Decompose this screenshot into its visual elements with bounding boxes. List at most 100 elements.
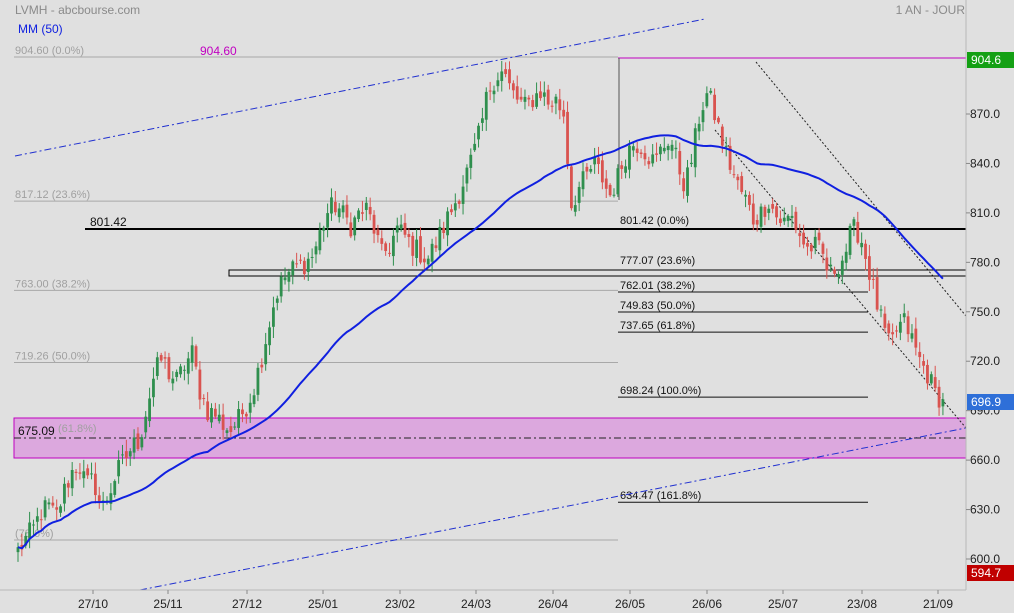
candle (380, 230, 384, 251)
candle (442, 221, 446, 239)
candle (32, 519, 35, 535)
candle (287, 268, 291, 292)
candle (554, 93, 558, 115)
candle (434, 236, 438, 252)
candle (844, 243, 848, 271)
candle (837, 271, 840, 284)
candle (597, 146, 600, 174)
x-tick-label: 25/01 (308, 597, 338, 611)
last-price-badge-text: 696.9 (971, 395, 1001, 409)
candle (117, 450, 121, 484)
candle (809, 242, 813, 259)
candle (887, 320, 891, 341)
candle (531, 94, 535, 111)
level-675-label: 675.09 (18, 424, 55, 438)
candle (16, 542, 20, 562)
y-tick-label: 810.0 (970, 206, 1000, 220)
x-tick-label: 27/10 (78, 597, 108, 611)
candle (264, 332, 268, 371)
candle (233, 421, 237, 430)
candle (148, 387, 151, 428)
candle (28, 511, 32, 549)
candle (864, 239, 867, 271)
candle (78, 463, 82, 480)
candle (566, 101, 569, 170)
candle (825, 248, 829, 279)
y-tick-label: 750.0 (970, 305, 1000, 319)
candle (469, 148, 473, 180)
candle (631, 142, 635, 157)
candle (299, 254, 302, 265)
candle (132, 429, 136, 460)
candle (314, 241, 318, 264)
candle (670, 139, 674, 160)
candle (248, 393, 252, 423)
candle (775, 202, 778, 225)
candle (217, 404, 221, 424)
candle (856, 211, 860, 245)
candle (767, 204, 771, 221)
candle (717, 116, 720, 125)
candle (589, 165, 593, 174)
candle (763, 204, 767, 226)
last-price-badge: 696.9 (967, 394, 1014, 410)
candle (736, 174, 740, 190)
candle (504, 62, 508, 78)
candle (124, 439, 128, 467)
candle (353, 215, 357, 241)
fib-right-label: 698.24 (100.0%) (620, 385, 701, 397)
candle (422, 247, 426, 272)
candle (446, 207, 449, 247)
fib-left-label: (61.8%) (58, 423, 97, 435)
candle (268, 321, 271, 355)
candle (922, 354, 925, 374)
candle (659, 143, 662, 162)
candle (415, 229, 419, 267)
candle (128, 448, 132, 466)
y-tick-label: 720.0 (970, 354, 1000, 368)
candle (361, 200, 364, 222)
candle (35, 507, 39, 531)
candle (852, 216, 856, 237)
candle (581, 162, 585, 197)
candle (527, 95, 531, 107)
candle (241, 403, 244, 423)
candle (674, 140, 678, 159)
candle (883, 306, 887, 333)
candle (426, 255, 430, 268)
candle (82, 459, 86, 488)
candle (74, 468, 78, 481)
candle (403, 213, 407, 238)
candle (573, 195, 577, 217)
candle (144, 411, 148, 439)
candle (198, 361, 202, 410)
high-badge: 904.6 (967, 52, 1014, 68)
candle (210, 403, 213, 428)
candle (926, 359, 929, 390)
candle (759, 203, 763, 233)
candle (229, 416, 233, 438)
candle (902, 303, 906, 323)
x-tick-label: 26/06 (692, 597, 722, 611)
fib-left-label: 719.26 (50.0%) (15, 350, 90, 362)
candle (848, 223, 852, 260)
x-tick-label: 25/07 (768, 597, 798, 611)
candle (860, 232, 864, 256)
candle (643, 145, 647, 166)
candle (419, 227, 422, 265)
candle (94, 462, 97, 504)
candle (51, 496, 55, 508)
candle (330, 188, 333, 221)
candle (477, 122, 480, 148)
candle (546, 84, 550, 110)
fib-levels: 904.60 (0.0%) 817.12 (23.6%) 763.00 (38.2%… (14, 45, 868, 541)
candle (655, 142, 658, 162)
x-tick-label: 27/12 (232, 597, 262, 611)
candle (616, 164, 620, 198)
y-tick-label: 780.0 (970, 255, 1000, 269)
candle (159, 352, 163, 363)
candle (682, 171, 686, 199)
candle (190, 336, 194, 372)
candle (163, 351, 167, 369)
